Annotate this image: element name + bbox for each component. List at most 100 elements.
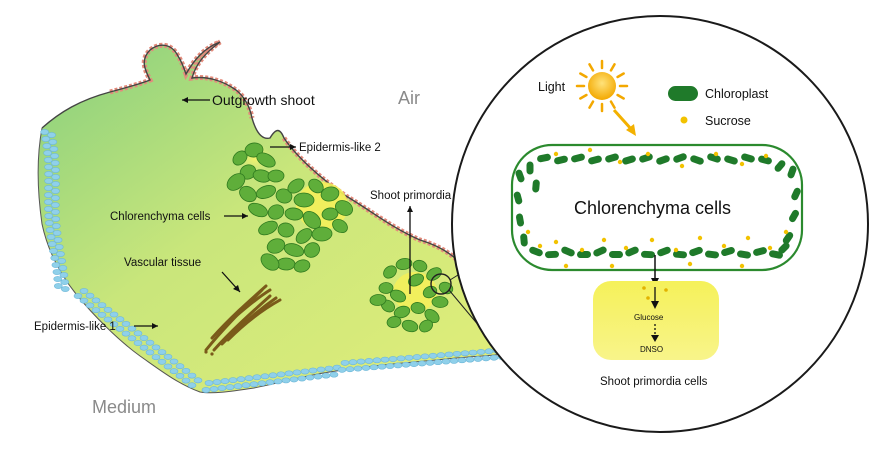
epidermis-cell	[420, 353, 430, 360]
epidermis-cell	[145, 349, 155, 356]
vascular-strand	[210, 284, 268, 340]
primordia-cell	[401, 319, 419, 333]
epidermis-cell	[489, 354, 499, 361]
chlorenchyma-cell	[275, 188, 293, 204]
sucrose-dot	[721, 243, 727, 249]
sucrose-dot	[609, 263, 615, 269]
epidermis-cell	[452, 350, 462, 357]
epidermis-cell	[91, 297, 101, 304]
primordia-cell	[419, 319, 433, 333]
epidermis-cell	[54, 244, 64, 250]
sucrose-dot	[537, 243, 543, 249]
epidermis-cell	[412, 354, 422, 360]
sun-ray	[579, 93, 588, 100]
epidermis-cell	[441, 358, 451, 365]
chloroplast	[625, 246, 639, 257]
epidermis-cell	[340, 359, 350, 366]
epidermis-cell	[97, 302, 107, 308]
chlorenchyma-cell	[284, 207, 304, 221]
epidermis-cell	[388, 356, 398, 362]
label-epidermis-like-1: Epidermis-like 1	[34, 321, 116, 333]
epidermis-cell	[51, 262, 61, 268]
chloroplast	[690, 155, 704, 165]
epidermis-cell	[51, 216, 61, 222]
chloroplast	[707, 153, 721, 163]
epidermis-cell	[356, 358, 366, 365]
chlorenchyma-cell	[311, 226, 333, 242]
chlorenchyma-cell	[266, 238, 286, 254]
epidermis-cell	[187, 382, 197, 389]
label-light: Light	[538, 80, 566, 94]
chloroplast	[657, 246, 671, 257]
epidermis-cell	[281, 377, 291, 384]
epidermis-cell	[481, 355, 491, 362]
left-annotations: Outgrowth shoot Air Epidermis-like 2 Chl…	[34, 88, 452, 417]
chloroplast-legend-icon	[668, 86, 698, 101]
vascular-dot	[204, 350, 208, 354]
chlorenchyma-cell	[267, 204, 285, 220]
epidermis-cell	[353, 365, 363, 372]
chloroplast	[741, 153, 755, 163]
chloroplast	[532, 179, 540, 193]
chloroplast	[656, 155, 670, 165]
epidermis-cell	[79, 297, 89, 304]
epidermis-cell	[151, 344, 161, 351]
epidermis-cell	[297, 375, 307, 382]
primordia-cell	[422, 285, 438, 299]
chlorenchyma-cell	[276, 257, 296, 271]
epidermis-cell	[139, 335, 149, 341]
primordia-cell	[378, 282, 394, 294]
epidermis-cell	[236, 376, 246, 383]
chlorenchyma-cell	[321, 207, 339, 221]
epidermis-cell	[52, 269, 62, 275]
epidermis-cell	[377, 363, 387, 370]
chlorenchyma-cell-inset	[510, 143, 804, 272]
chloroplast	[689, 246, 703, 257]
epidermis-cell	[56, 251, 65, 257]
sucrose-dot	[697, 235, 703, 241]
epidermis-cell	[444, 351, 454, 358]
epidermis-cell	[43, 157, 53, 163]
epidermis-cell	[225, 384, 235, 391]
epidermis-cell	[115, 316, 125, 323]
chlorenchyma-cell	[283, 243, 305, 257]
label-air: Air	[398, 88, 420, 108]
epidermis-cell	[449, 357, 459, 364]
chloroplast	[571, 153, 585, 163]
epidermis-cell	[79, 288, 89, 294]
zoom-inset: Light Chloroplast Sucrose Chlorenchyma c…	[451, 15, 869, 433]
epidermis-cell	[181, 377, 191, 384]
epidermis-cell	[364, 358, 374, 364]
epidermis-cell	[50, 255, 60, 261]
epidermis-cell	[59, 272, 69, 278]
vascular-strand	[226, 298, 282, 342]
epidermis-cell	[163, 363, 173, 370]
chloroplast	[639, 153, 653, 163]
sucrose-dot	[525, 229, 531, 235]
sucrose-dot	[673, 247, 679, 253]
epidermis-cell	[369, 364, 379, 371]
sucrose-dot	[579, 247, 585, 253]
epidermis-cell	[151, 354, 161, 360]
chlorenchyma-cell	[335, 200, 353, 216]
primordia-cell	[383, 265, 397, 279]
primordia-cell	[426, 267, 442, 281]
chloroplast	[545, 250, 559, 259]
primordia-cell	[386, 316, 402, 328]
sucrose-dot	[767, 245, 773, 251]
chloroplast	[774, 160, 786, 172]
chloroplast	[753, 247, 767, 256]
epidermis-cell	[121, 320, 131, 327]
chlorenchyma-cell	[293, 192, 315, 208]
epidermis-cell	[425, 359, 435, 366]
sucrose-dot	[601, 237, 607, 243]
sucrose-dot	[642, 286, 646, 290]
vascular-strand	[212, 294, 272, 352]
epidermis-cell	[404, 354, 414, 361]
epidermis-cell	[372, 357, 382, 364]
epidermis-cell	[169, 358, 179, 365]
epidermis-cell	[60, 286, 70, 292]
epidermis-cell	[417, 360, 427, 367]
sucrose-dot	[664, 288, 668, 292]
sun-ray	[588, 100, 595, 109]
